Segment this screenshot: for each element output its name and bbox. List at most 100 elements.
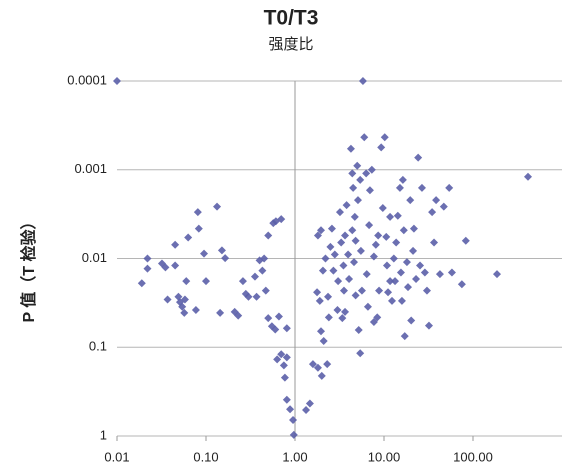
data-point bbox=[113, 77, 121, 85]
x-tick-label: 0.01 bbox=[104, 449, 129, 464]
data-point bbox=[422, 286, 431, 295]
data-point bbox=[349, 258, 358, 267]
data-point bbox=[305, 399, 314, 408]
data-point bbox=[445, 183, 454, 192]
data-point bbox=[313, 363, 322, 372]
data-point bbox=[375, 286, 384, 295]
data-point bbox=[193, 208, 202, 217]
data-point bbox=[371, 240, 380, 249]
data-point bbox=[373, 313, 382, 322]
data-point bbox=[282, 353, 291, 362]
data-point bbox=[357, 286, 366, 295]
data-point bbox=[200, 249, 209, 258]
data-point bbox=[326, 242, 335, 251]
chart-subtitle: 强度比 bbox=[268, 36, 313, 53]
data-point bbox=[244, 292, 253, 301]
data-point bbox=[346, 144, 355, 153]
data-point bbox=[457, 280, 466, 289]
data-point bbox=[317, 327, 326, 336]
data-point bbox=[280, 373, 289, 382]
data-point bbox=[386, 277, 395, 286]
data-point bbox=[348, 226, 357, 235]
data-point bbox=[356, 175, 365, 184]
data-point bbox=[428, 208, 437, 217]
y-tick-label: 0.0001 bbox=[67, 72, 107, 87]
data-point bbox=[213, 202, 222, 211]
data-point bbox=[221, 254, 230, 263]
data-point bbox=[289, 430, 298, 439]
data-point bbox=[363, 302, 372, 311]
data-point bbox=[238, 277, 247, 286]
data-point bbox=[258, 266, 267, 275]
data-point bbox=[317, 226, 326, 235]
data-point bbox=[447, 268, 456, 277]
data-point bbox=[365, 221, 374, 230]
data-point bbox=[407, 316, 416, 325]
data-point bbox=[330, 250, 339, 259]
data-point bbox=[341, 307, 350, 316]
data-point bbox=[137, 279, 146, 288]
data-point bbox=[277, 350, 286, 359]
y-tick-label: 0.01 bbox=[82, 250, 107, 265]
data-point bbox=[171, 240, 180, 249]
data-point bbox=[194, 224, 203, 233]
data-point bbox=[342, 201, 351, 210]
data-point bbox=[302, 406, 311, 415]
data-point bbox=[382, 261, 391, 270]
data-point bbox=[384, 288, 393, 297]
data-point bbox=[378, 204, 387, 213]
data-point bbox=[178, 302, 187, 311]
x-tick-label: 10.00 bbox=[368, 449, 401, 464]
data-point bbox=[180, 295, 189, 304]
data-point bbox=[163, 295, 172, 304]
data-point bbox=[324, 313, 333, 322]
data-point bbox=[396, 268, 405, 277]
data-point bbox=[356, 246, 365, 255]
data-point bbox=[349, 183, 358, 192]
x-tick-label: 100.00 bbox=[453, 449, 493, 464]
data-point bbox=[409, 224, 418, 233]
data-point bbox=[338, 314, 347, 323]
data-point bbox=[250, 272, 259, 281]
data-point bbox=[308, 360, 317, 369]
data-point bbox=[397, 296, 406, 305]
data-point bbox=[524, 172, 533, 181]
data-point bbox=[388, 296, 397, 305]
data-point bbox=[402, 258, 411, 267]
data-point bbox=[351, 236, 360, 245]
data-point bbox=[319, 336, 328, 345]
data-point bbox=[365, 186, 374, 195]
data-point bbox=[389, 254, 398, 263]
data-point bbox=[353, 161, 362, 170]
data-point bbox=[406, 196, 415, 205]
data-point bbox=[327, 224, 336, 233]
y-axis-label: P 值（T 检验） bbox=[19, 213, 38, 322]
data-point bbox=[367, 165, 376, 174]
data-point bbox=[403, 283, 412, 292]
data-point bbox=[399, 226, 408, 235]
data-point bbox=[286, 405, 295, 414]
data-point bbox=[282, 395, 291, 404]
data-point bbox=[354, 326, 363, 335]
data-point bbox=[369, 318, 378, 327]
data-point bbox=[461, 236, 470, 245]
data-point bbox=[395, 183, 404, 192]
data-point bbox=[274, 312, 283, 321]
data-point bbox=[351, 291, 360, 300]
data-point bbox=[216, 308, 225, 317]
data-point bbox=[260, 254, 269, 263]
data-point bbox=[313, 288, 322, 297]
data-point bbox=[435, 270, 444, 279]
data-point bbox=[289, 415, 298, 424]
data-point bbox=[382, 232, 391, 241]
data-point bbox=[412, 274, 421, 283]
data-point bbox=[362, 169, 371, 178]
data-point bbox=[360, 133, 369, 142]
data-point bbox=[264, 314, 273, 323]
data-point bbox=[143, 264, 152, 273]
data-point bbox=[393, 211, 402, 220]
data-point bbox=[424, 321, 433, 330]
data-point bbox=[414, 153, 423, 162]
data-point bbox=[391, 277, 400, 286]
